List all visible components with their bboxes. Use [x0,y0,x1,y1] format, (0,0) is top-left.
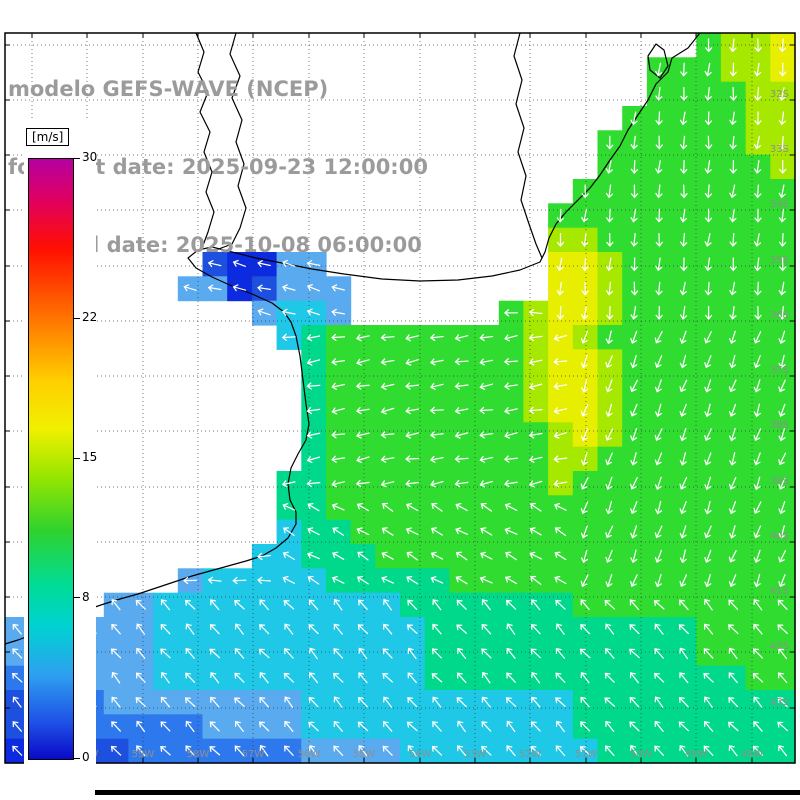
svg-text:52W: 52W [519,749,542,760]
svg-text:55W: 55W [353,749,376,760]
latlon-labels: 32S33S34S35S36S37S38S39S40S41S42S43S60W5… [76,89,789,760]
colorbar-tick-label: 30 [82,150,98,164]
svg-text:41S: 41S [770,586,789,597]
svg-text:40S: 40S [770,531,789,542]
svg-text:53W: 53W [464,749,487,760]
svg-text:36S: 36S [770,310,789,321]
svg-text:59W: 59W [132,749,155,760]
svg-text:49W: 49W [685,749,708,760]
model-title: modelo GEFS-WAVE (NCEP) [8,77,329,101]
wave-direction-arrows [11,38,789,757]
svg-text:54W: 54W [409,749,432,760]
colorbar-tick-mark [74,597,80,599]
svg-text:48W: 48W [741,749,764,760]
map-frame [4,32,800,795]
svg-text:43S: 43S [770,697,789,708]
svg-text:32S: 32S [770,89,789,100]
svg-text:42S: 42S [770,641,789,652]
svg-text:50W: 50W [630,749,653,760]
map-titles: modelo GEFS-WAVE (NCEP) forecast date: 2… [8,24,428,310]
svg-text:38S: 38S [770,420,789,431]
colorbar-tick-label: 0 [82,750,90,764]
colorbar-tick-mark [74,757,80,759]
colorbar: [m/s] 30 22 15 8 0 [24,120,98,776]
svg-text:58W: 58W [187,749,210,760]
colorbar-tick-label: 8 [82,589,90,604]
svg-text:51W: 51W [575,749,598,760]
coastline [4,32,701,645]
svg-text:37S: 37S [770,365,789,376]
svg-text:33S: 33S [770,144,789,155]
colorbar-unit-label: [m/s] [26,128,70,146]
svg-text:34S: 34S [770,199,789,210]
colorbar-tick-label: 22 [82,310,98,325]
colorbar-tick-mark [74,157,80,159]
svg-text:57W: 57W [242,749,265,760]
colorbar-tick-mark [74,317,80,319]
colorbar-tick-label: 15 [82,450,98,464]
svg-text:35S: 35S [770,255,789,266]
svg-text:56W: 56W [298,749,321,760]
svg-text:39S: 39S [770,476,789,487]
colorbar-tick-mark [74,457,80,459]
forecast-date: forecast date: 2025-09-23 12:00:00 [8,155,428,179]
colorbar-gradient [28,158,74,760]
